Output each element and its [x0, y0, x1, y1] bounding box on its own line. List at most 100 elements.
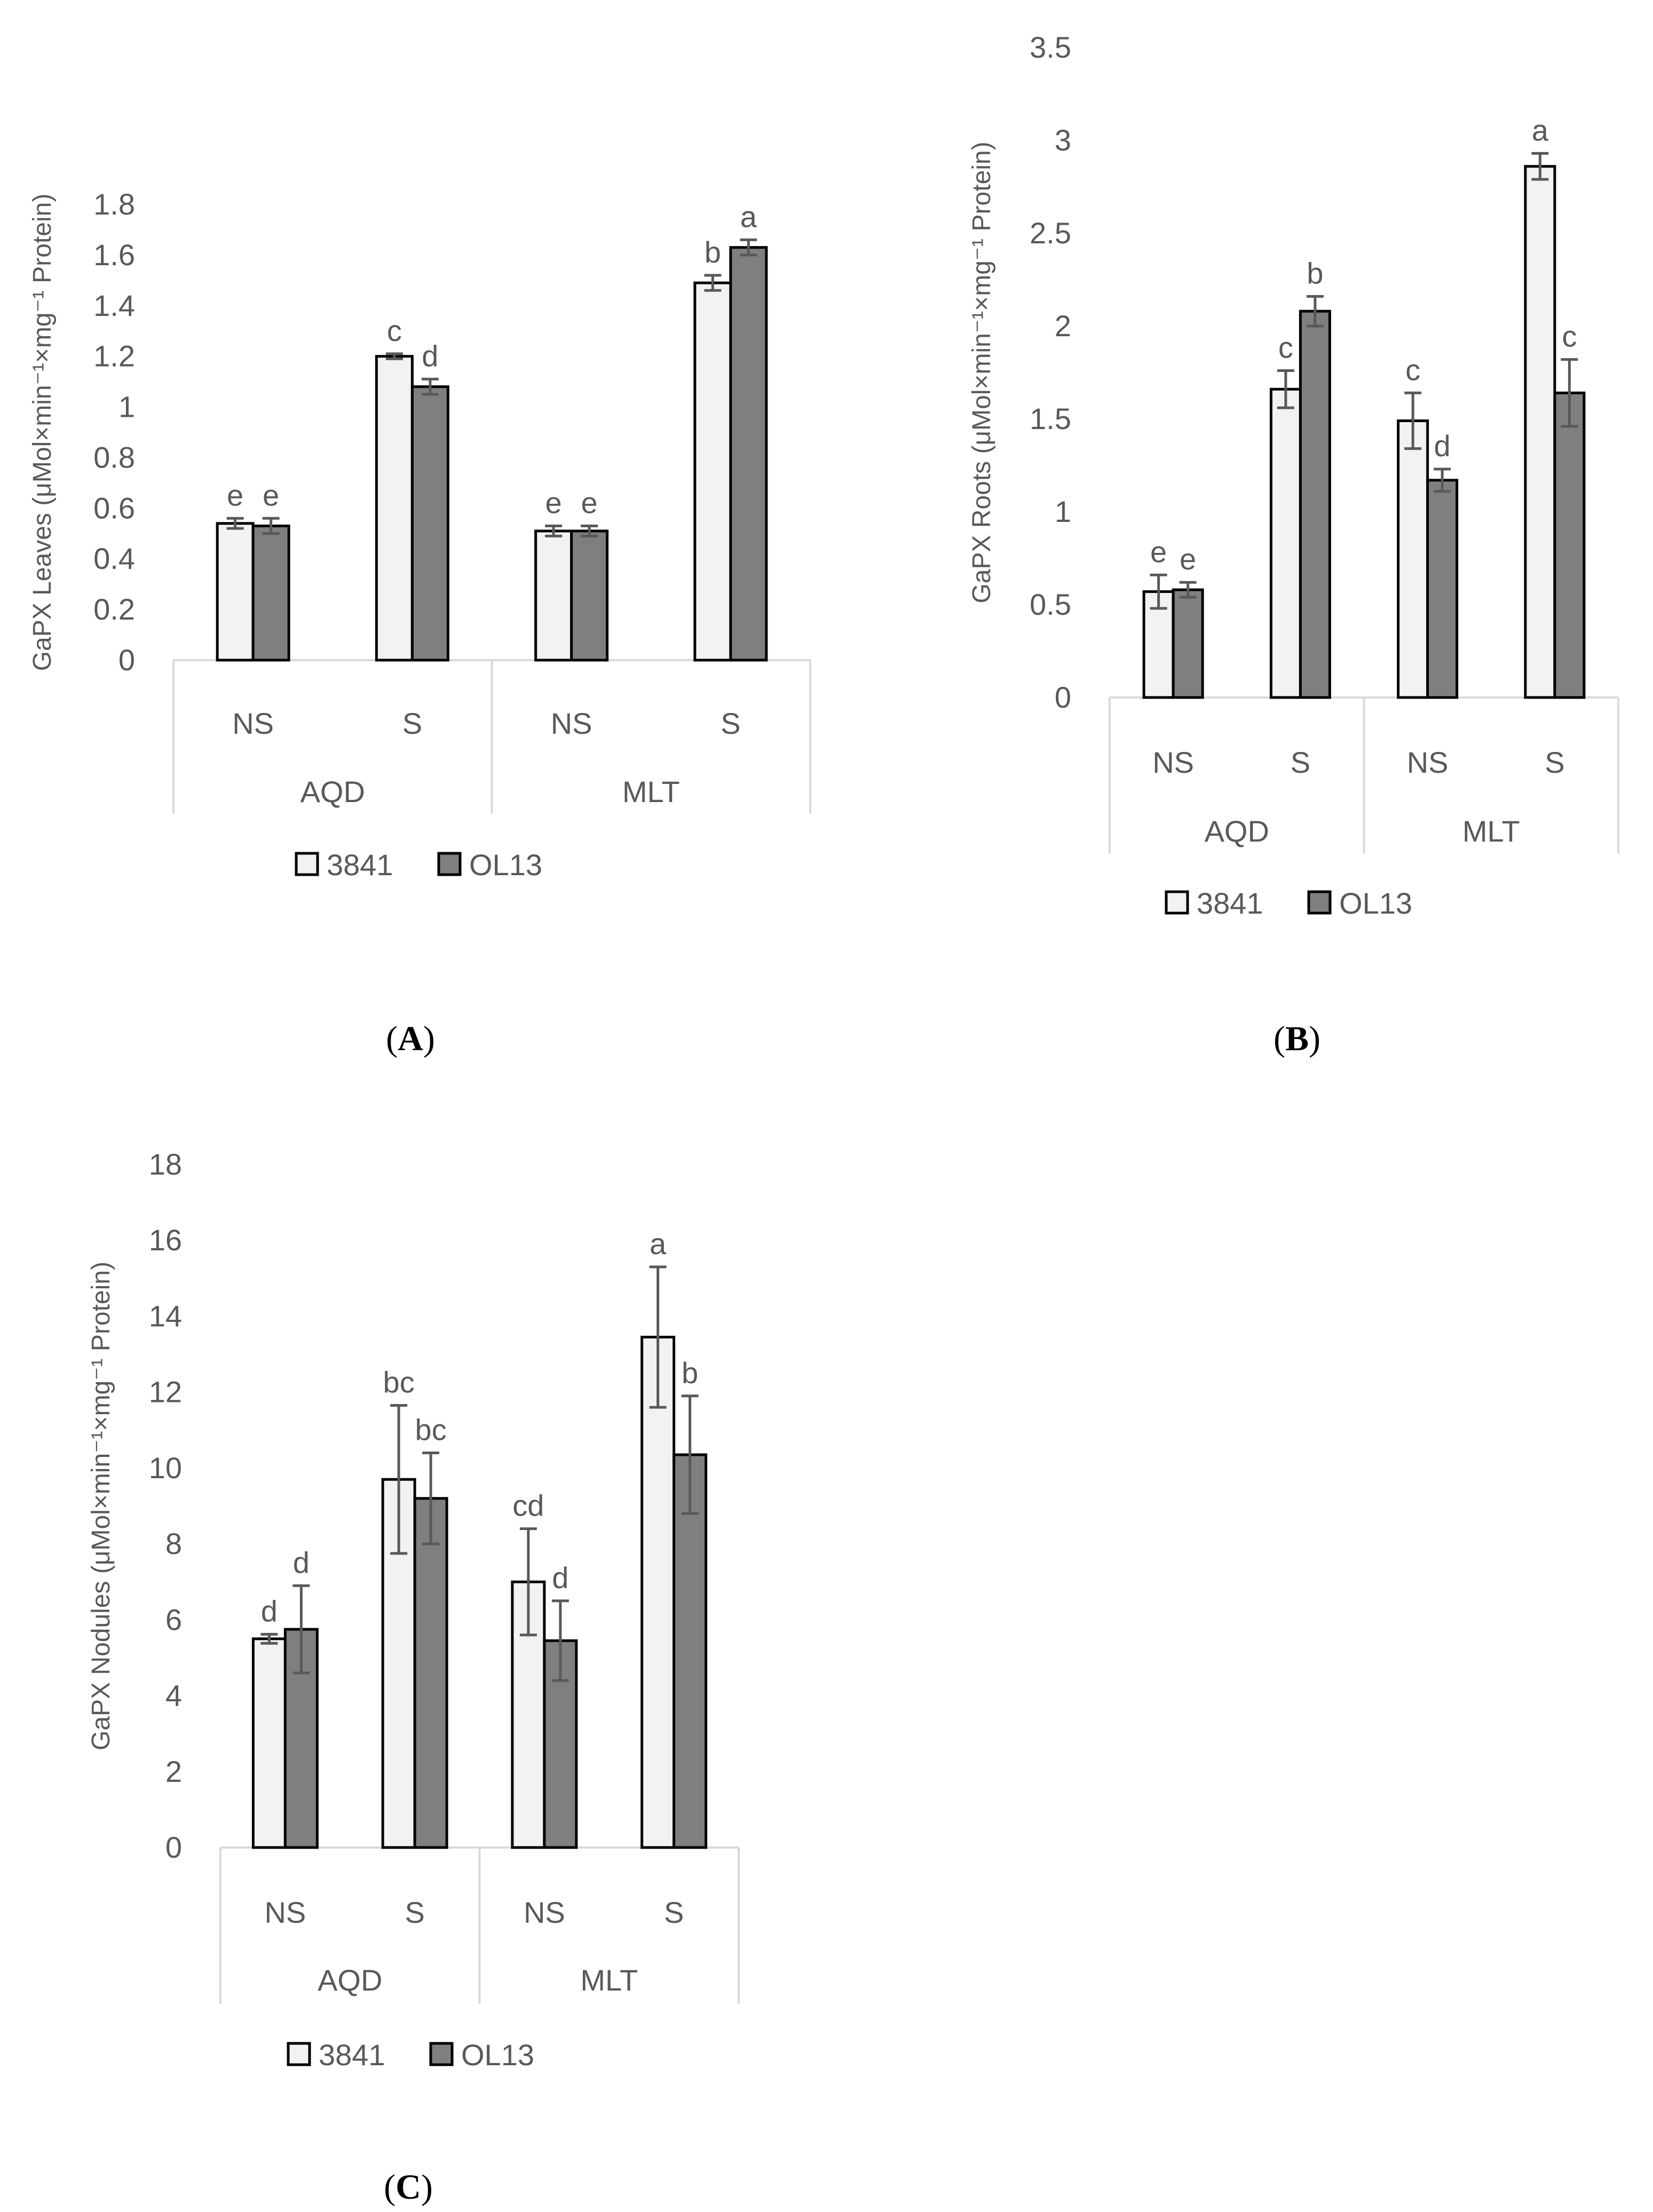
error-bar	[1179, 581, 1197, 599]
bar-3841-2	[1397, 419, 1429, 699]
legend: 3841 OL13	[295, 848, 542, 882]
legend-swatch-OL13	[429, 2042, 454, 2066]
bar-OL13-1	[410, 385, 449, 662]
y-tick-label: 4	[165, 1679, 182, 1712]
significance-letter: a	[1532, 113, 1549, 147]
y-tick-label: 18	[149, 1147, 182, 1181]
x-category-label: NS	[232, 707, 274, 740]
bar-3841-1	[375, 355, 414, 662]
y-tick-label: 0	[165, 1830, 182, 1864]
error-bar	[519, 1527, 537, 1637]
bar-OL13-3	[1553, 391, 1586, 699]
y-axis-title: GaPX Roots (μMol×min⁻¹×mg⁻¹ Protein)	[968, 141, 996, 603]
y-tick-label: 0.4	[93, 542, 135, 575]
significance-letter: e	[545, 486, 562, 520]
y-tick-label: 0	[118, 643, 135, 677]
error-bar	[704, 274, 722, 292]
y-tick-label: 1.5	[1030, 402, 1071, 435]
bar-3841-1	[1269, 387, 1302, 699]
legend: 3841 OL13	[287, 2038, 534, 2072]
significance-letter: b	[1307, 256, 1323, 290]
y-tick-label: 0.8	[93, 440, 135, 474]
significance-letter: bc	[415, 1413, 447, 1446]
bar-OL13-1	[1299, 310, 1331, 699]
y-tick-label: 1.4	[93, 289, 135, 322]
bar-OL13-3	[729, 246, 768, 662]
bar-OL13-1	[413, 1497, 448, 1849]
significance-letter: cd	[512, 1489, 544, 1523]
significance-letter: d	[422, 339, 438, 372]
x-group-label: MLT	[1462, 814, 1520, 848]
significance-letter: bc	[383, 1366, 415, 1399]
bar-OL13-0	[251, 525, 290, 662]
error-bar	[262, 517, 280, 535]
error-bar	[390, 1404, 408, 1555]
error-bar	[740, 238, 757, 257]
error-bar	[226, 517, 244, 530]
bar-3841-3	[640, 1336, 676, 1849]
error-bar	[1434, 467, 1451, 493]
significance-letter: d	[552, 1561, 568, 1595]
x-group-label: AQD	[318, 1963, 382, 1997]
y-tick-label: 1	[118, 390, 135, 424]
error-bar	[422, 1451, 440, 1545]
bar-3841-0	[251, 1637, 287, 1849]
significance-letter: c	[387, 314, 402, 347]
bar-OL13-2	[1426, 479, 1459, 699]
x-category-label: S	[664, 1896, 684, 1929]
significance-letter: c	[1405, 353, 1420, 386]
y-tick-label: 16	[149, 1223, 182, 1257]
significance-letter: d	[293, 1545, 310, 1579]
x-group-label: AQD	[1205, 814, 1269, 848]
legend-label-OL13: OL13	[469, 848, 542, 882]
error-bar	[1561, 358, 1578, 428]
chart-panel-B: 0 0.5 1 1.5 2 2.5 3 3.5 GaPX Roots (μMol×min⁻¹×m…	[968, 30, 1619, 1058]
y-tick-label: 8	[165, 1527, 182, 1560]
error-bar	[1277, 369, 1294, 409]
significance-letter: c	[1562, 320, 1577, 353]
panel-label: (B)	[1274, 1019, 1320, 1058]
legend-label-OL13: OL13	[1339, 886, 1412, 920]
error-bar	[1150, 573, 1167, 610]
y-tick-label: 0.2	[93, 592, 135, 626]
error-bar	[545, 525, 563, 538]
significance-letter: d	[261, 1594, 278, 1628]
error-bar	[681, 1394, 699, 1515]
legend: 3841 OL13	[1165, 886, 1412, 920]
y-tick-label: 1.8	[93, 187, 135, 221]
y-axis-title: GaPX Nodules (μMol×min⁻¹×mg⁻¹ Protein)	[87, 1262, 115, 1750]
bar-3841-3	[693, 281, 732, 662]
error-bar	[1404, 391, 1422, 450]
error-bar	[292, 1584, 310, 1675]
chart-panel-A: 0 0.2 0.4 0.6 0.8 1 1.2 1.4 1.6 1.8 GaPX Leaves (μ…	[28, 187, 811, 1058]
x-category-label: S	[1545, 746, 1564, 779]
significance-letter: e	[1150, 535, 1167, 568]
significance-letter: c	[1278, 331, 1293, 364]
y-tick-label: 0	[1055, 680, 1071, 714]
bar-3841-0	[216, 522, 255, 662]
x-category-label: NS	[264, 1896, 306, 1929]
y-tick-label: 1	[1055, 495, 1071, 528]
legend-swatch-3841	[1165, 890, 1189, 915]
bar-3841-2	[511, 1580, 546, 1849]
y-tick-label: 1.2	[93, 339, 135, 373]
x-category-label: NS	[524, 1896, 565, 1929]
y-tick-label: 2.5	[1030, 216, 1071, 250]
x-category-label: NS	[551, 707, 592, 740]
x-category-label: NS	[1407, 746, 1449, 779]
error-bar	[260, 1632, 278, 1645]
y-tick-label: 2	[165, 1755, 182, 1788]
legend-label-3841: 3841	[319, 2038, 385, 2072]
x-category-label: S	[402, 707, 422, 740]
panel-label: (A)	[386, 1019, 435, 1058]
y-tick-label: 10	[149, 1451, 182, 1485]
y-tick-label: 3.5	[1030, 30, 1071, 64]
x-category-label: S	[1291, 746, 1310, 779]
significance-letter: b	[705, 235, 721, 269]
legend-swatch-3841	[287, 2042, 311, 2066]
x-category-label: S	[721, 707, 740, 740]
y-tick-label: 12	[149, 1375, 182, 1409]
legend-label-3841: 3841	[1197, 886, 1263, 920]
y-tick-label: 0.6	[93, 491, 135, 525]
error-bar	[385, 352, 403, 360]
